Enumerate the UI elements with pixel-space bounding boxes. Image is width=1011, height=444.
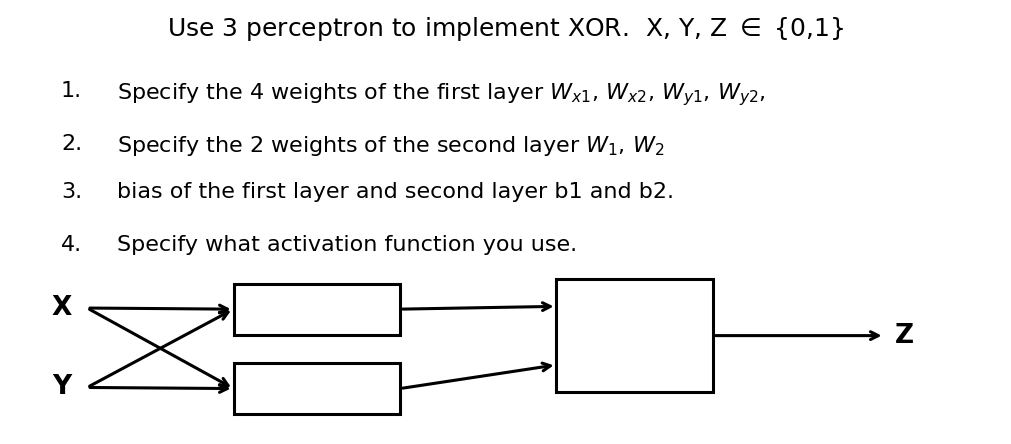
Text: Use 3 perceptron to implement XOR.  X, Y, Z $\in$ {0,1}: Use 3 perceptron to implement XOR. X, Y,… [167,15,844,43]
Text: X: X [52,295,72,321]
Text: Z: Z [894,323,913,349]
Text: 4.: 4. [61,235,82,255]
Text: Specify what activation function you use.: Specify what activation function you use… [117,235,577,255]
Bar [234,363,399,414]
Text: 1.: 1. [61,81,82,101]
Text: Specify the 2 weights of the second layer $W_{1}$, $W_{2}$: Specify the 2 weights of the second laye… [117,134,664,158]
Text: bias of the first layer and second layer b1 and b2.: bias of the first layer and second layer… [117,182,673,202]
Text: Specify the 4 weights of the first layer $W_{x1}$, $W_{x2}$, $W_{y1}$, $W_{y2}$,: Specify the 4 weights of the first layer… [117,81,765,107]
Text: 3.: 3. [61,182,82,202]
Text: 2.: 2. [61,134,82,154]
Bar [234,284,399,334]
Text: Y: Y [53,374,72,400]
Bar [556,279,712,392]
